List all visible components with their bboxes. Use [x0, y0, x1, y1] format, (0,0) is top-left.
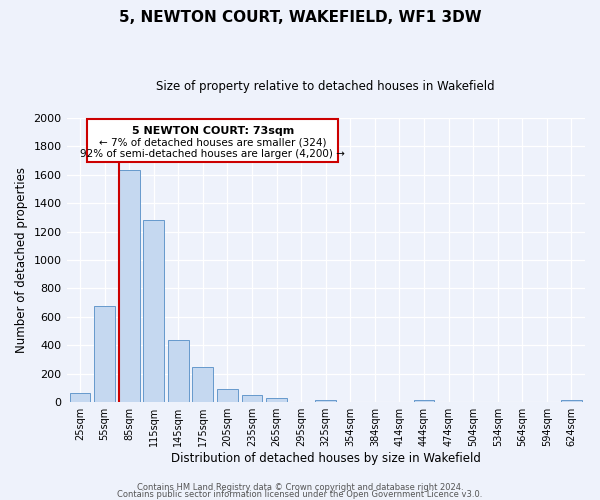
- Y-axis label: Number of detached properties: Number of detached properties: [15, 167, 28, 353]
- FancyBboxPatch shape: [88, 119, 338, 162]
- Text: Contains HM Land Registry data © Crown copyright and database right 2024.: Contains HM Land Registry data © Crown c…: [137, 484, 463, 492]
- Bar: [193, 366, 214, 402]
- Bar: [413, 400, 434, 402]
- Text: Contains public sector information licensed under the Open Government Licence v3: Contains public sector information licen…: [118, 490, 482, 499]
- Title: Size of property relative to detached houses in Wakefield: Size of property relative to detached ho…: [157, 80, 495, 93]
- Bar: [94, 306, 115, 402]
- Text: 92% of semi-detached houses are larger (4,200) →: 92% of semi-detached houses are larger (…: [80, 149, 345, 159]
- Text: 5, NEWTON COURT, WAKEFIELD, WF1 3DW: 5, NEWTON COURT, WAKEFIELD, WF1 3DW: [119, 10, 481, 25]
- Bar: [561, 400, 582, 402]
- Text: 5 NEWTON COURT: 73sqm: 5 NEWTON COURT: 73sqm: [131, 126, 294, 136]
- Bar: [266, 398, 287, 402]
- Bar: [316, 400, 336, 402]
- Bar: [70, 393, 91, 402]
- Text: ← 7% of detached houses are smaller (324): ← 7% of detached houses are smaller (324…: [99, 138, 326, 147]
- Bar: [143, 220, 164, 402]
- Bar: [242, 395, 262, 402]
- Bar: [168, 340, 189, 402]
- Bar: [119, 170, 140, 402]
- Bar: [217, 390, 238, 402]
- X-axis label: Distribution of detached houses by size in Wakefield: Distribution of detached houses by size …: [171, 452, 481, 465]
